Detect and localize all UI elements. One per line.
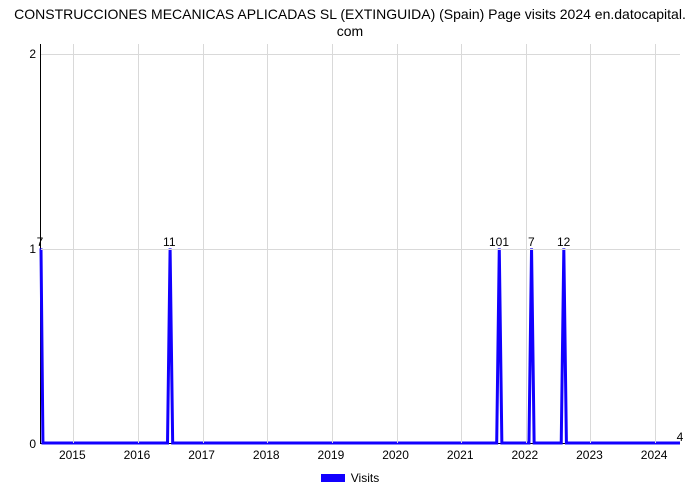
gridline-vertical: [203, 44, 204, 443]
data-point-label: 12: [557, 235, 570, 249]
data-point-label: 7: [37, 235, 44, 249]
x-tick-label: 2020: [382, 448, 409, 462]
y-tick-label: 1: [6, 242, 36, 256]
gridline-vertical: [461, 44, 462, 443]
x-tick-label: 2019: [318, 448, 345, 462]
y-tick-label: 0: [6, 437, 36, 451]
data-point-label: 4: [677, 430, 684, 444]
gridline-vertical: [526, 44, 527, 443]
gridline-horizontal: [41, 54, 680, 55]
x-tick-label: 2021: [447, 448, 474, 462]
x-tick-label: 2016: [124, 448, 151, 462]
chart-title: CONSTRUCCIONES MECANICAS APLICADAS SL (E…: [0, 6, 700, 40]
legend-label: Visits: [351, 471, 379, 485]
x-tick-label: 2022: [511, 448, 538, 462]
gridline-vertical: [73, 44, 74, 443]
x-tick-label: 2024: [641, 448, 668, 462]
visits-line: [41, 44, 680, 443]
gridline-vertical: [655, 44, 656, 443]
plot-area: [40, 44, 680, 444]
gridline-vertical: [590, 44, 591, 443]
legend-swatch: [321, 474, 345, 482]
x-tick-label: 2015: [59, 448, 86, 462]
series-polyline: [41, 248, 680, 443]
gridline-horizontal: [41, 249, 680, 250]
legend: Visits: [0, 470, 700, 485]
data-point-label: 11: [163, 235, 175, 249]
data-point-label: 101: [489, 235, 509, 249]
x-tick-label: 2018: [253, 448, 280, 462]
gridline-vertical: [138, 44, 139, 443]
x-tick-label: 2017: [188, 448, 215, 462]
chart-container: CONSTRUCCIONES MECANICAS APLICADAS SL (E…: [0, 0, 700, 500]
gridline-vertical: [267, 44, 268, 443]
data-point-label: 7: [528, 235, 535, 249]
gridline-vertical: [332, 44, 333, 443]
y-tick-label: 2: [6, 47, 36, 61]
x-tick-label: 2023: [576, 448, 603, 462]
gridline-vertical: [397, 44, 398, 443]
